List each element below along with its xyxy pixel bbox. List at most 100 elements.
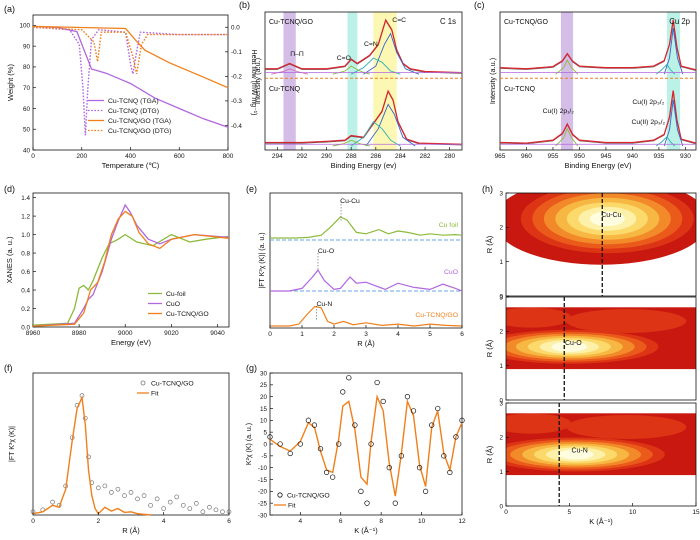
data-point [267,434,273,440]
x-tick-label: 935 [653,153,664,160]
y-axis-label: R (Å) [485,339,494,357]
legend-entry: Cu-foil [166,291,186,298]
x-tick-label: 955 [548,153,559,160]
data-point [398,453,405,459]
x-tick-label: 4 [299,518,303,525]
x-axis-label: R (Å) [357,339,375,348]
peak-label: C=O [337,55,351,62]
legend-swatch [140,380,146,386]
y-axis-label: R (Å) [485,445,494,463]
raw-data-line [499,91,697,145]
data-point [453,434,459,440]
y-tick-label: 2 [499,225,503,232]
plot-frame [505,296,697,401]
y-tick-label: 100 [19,23,30,30]
x-tick-label: 292 [297,153,308,160]
chart-title: Cu 2p [669,17,690,26]
x-tick-label: 3 [364,331,368,338]
x-tick-label: 10 [629,509,637,516]
y-tick-label: 1 [499,469,503,476]
data-point [323,469,330,476]
x-tick-label: 6 [227,518,231,525]
y-tick-label: 0 [499,397,503,404]
y-tick-label: -5 [261,453,267,460]
x-tick-label: 286 [370,153,381,160]
y-tick-label: -0.2 [231,74,242,81]
legend-entry: Cu-TCNQ/GO (TGA) [108,118,171,125]
peak-label: C=C [392,17,406,24]
x-axis-label: Binding Energy (eV) [564,161,632,170]
x-tick-label: 8980 [72,330,87,337]
legend-entry: CuO [166,301,180,308]
data-point [336,441,342,447]
y-tick-label: -30 [258,512,268,519]
y-tick-label: 3 [499,190,503,197]
lower-component-line [656,136,676,147]
panel-label: (h) [482,184,493,194]
lower-component-line [365,103,416,147]
x-tick-label: 15 [692,509,700,516]
highlight-band [560,12,574,150]
y-tick-label: 0.8 [21,250,30,257]
x-tick-label: 9020 [164,330,179,337]
y-tick-label: -20 [258,489,268,496]
x-tick-label: 950 [574,153,585,160]
sample-label-upper: Cu-TCNQ/GO [504,19,549,26]
path-label: Cu-O [565,340,582,347]
x-tick-label: 965 [495,153,506,160]
x-tick-label: 2 [332,331,336,338]
x-tick-label: 294 [272,153,283,160]
data-point [416,465,423,471]
data-point [86,454,91,460]
upper-component-line [656,63,676,75]
data-point [305,417,312,423]
data-point [380,398,386,405]
chart-title: C 1s [440,17,456,26]
x-tick-label: 0 [504,509,508,516]
y-tick-label: 30 [260,370,268,377]
peak-label: Cu(I) 2p₃/₂ [632,99,664,106]
y-tick-label: 0.2 [21,306,30,313]
x-tick-label: 1 [300,331,304,338]
data-point [115,486,121,492]
contour-group [506,297,696,400]
lower-component-line [555,127,579,147]
panel-d: 8960 8980 9000 9020 9040 0.0 0.2 0.4 0.6 0.8 1.0 1.… [4,184,230,347]
contour-level [557,449,594,460]
series-line [32,26,228,136]
x-tick-label: 200 [76,153,87,160]
contour-level [506,307,572,328]
series-line [270,305,463,327]
x-tick-label: 6 [339,518,343,525]
y-tick-label: -0.4 [231,123,242,130]
y-axis-label: |FT K³χ (K)| (a. u.) [259,232,266,288]
y-tick-label: 5 [263,429,267,436]
data-point [287,450,293,457]
series-line [32,203,230,327]
data-point [330,474,336,480]
x-tick-label: 2 [97,518,101,525]
x-tick-label: 0 [31,518,35,525]
data-point [135,496,140,502]
x-tick-label: 9040 [210,330,225,337]
series-label: Cu-TCNQ/GO [415,312,458,319]
data-point [340,389,346,395]
y-axis-label: Intensity (a.u.) [488,58,497,104]
lower-component-line [663,99,684,147]
x-tick-label: 960 [521,153,532,160]
lower-fit-line [265,89,463,145]
y-axis-label: Intensity (a.u.) [253,58,262,104]
legend-entry: Cu-TCNQ (DTG) [108,108,159,115]
plot-frame [32,192,230,328]
series-line [270,216,463,239]
x-tick-label: 8960 [26,330,41,337]
legend-swatch [277,492,283,498]
fit-line [32,394,151,516]
peak-label: C=N [364,41,378,48]
x-tick-label: 930 [680,153,691,160]
y-axis-label: |FT K³χ (K)| [9,426,16,462]
data-point [50,499,55,505]
legend-entry: Cu-TCNQ/GO (DTG) [108,128,171,135]
y-tick-label: 1.2 [21,213,30,220]
x-axis-label: Binding Energy (ev) [331,161,397,170]
